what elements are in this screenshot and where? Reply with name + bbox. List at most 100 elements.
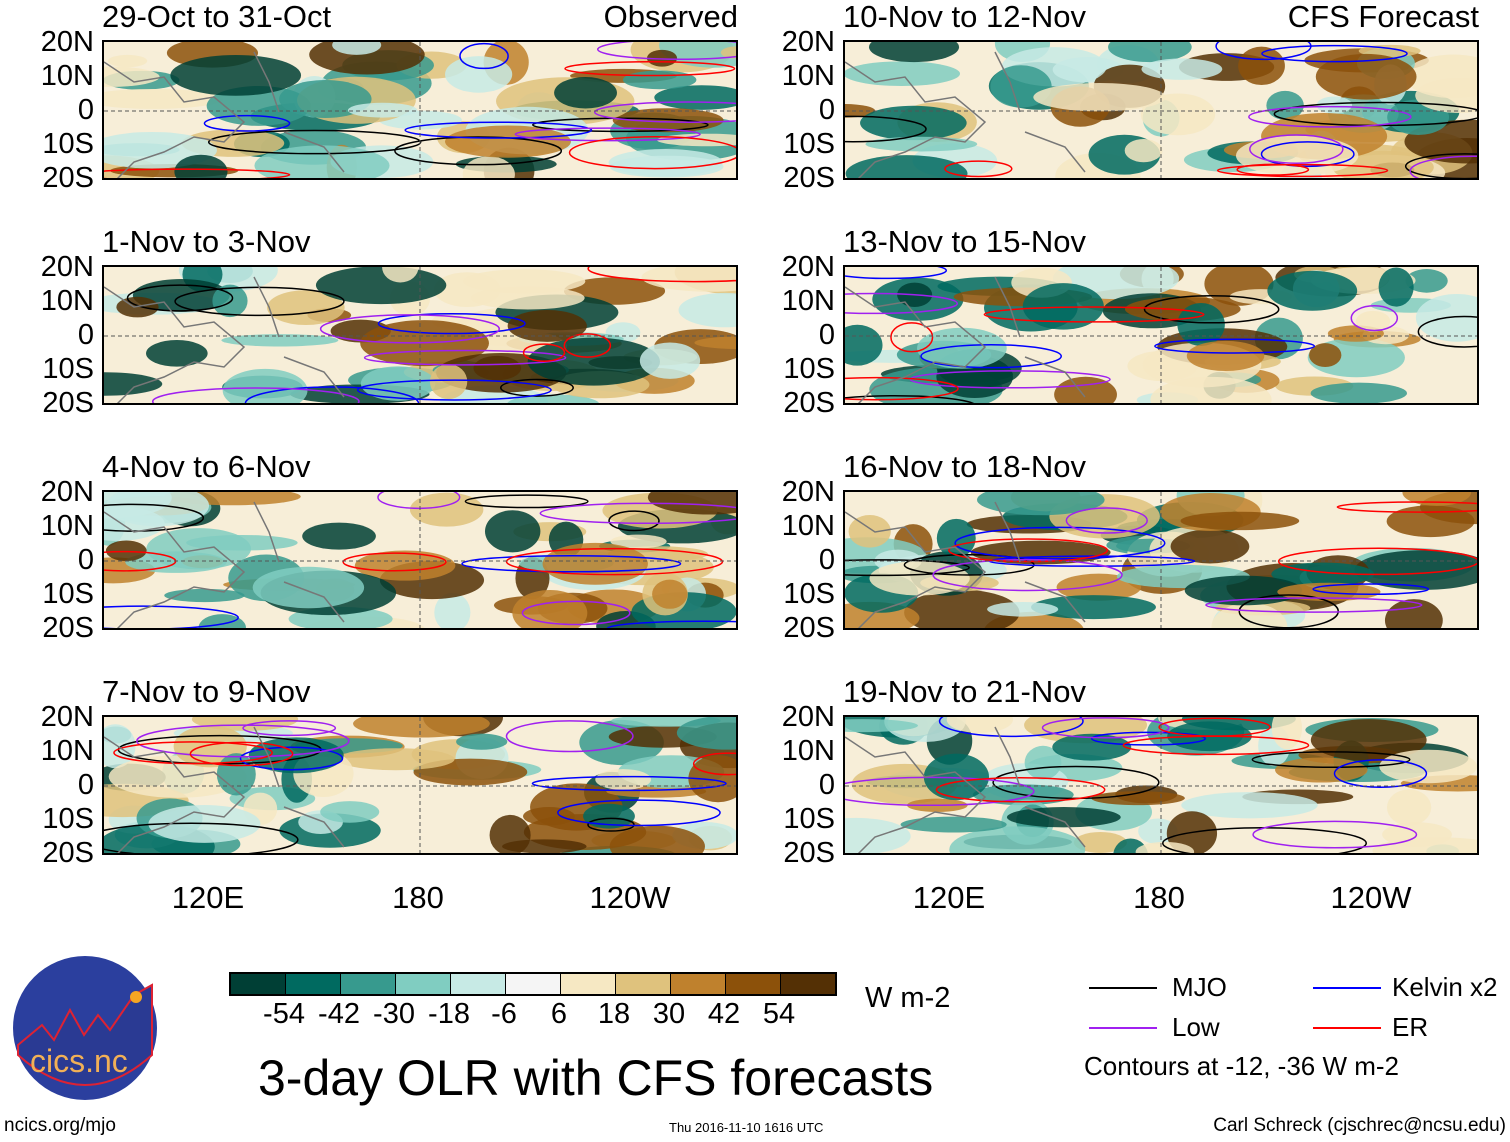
olr-anomaly-region [502, 839, 587, 853]
wave-contour [1336, 501, 1477, 513]
olr-anomaly-region [595, 769, 652, 790]
wave-contour [1251, 751, 1411, 769]
wave-contour [1158, 717, 1271, 737]
wave-contour [1065, 507, 1148, 534]
olr-anomaly-region [654, 85, 736, 110]
olr-anomaly-region [104, 88, 224, 109]
lat-label: 10N [781, 285, 835, 317]
olr-anomaly-region [170, 54, 302, 96]
legend-low-label: Low [1172, 1012, 1220, 1042]
olr-anomaly-region [1006, 807, 1121, 828]
coastline [104, 501, 345, 628]
olr-anomaly-region [1170, 529, 1250, 564]
coastline [845, 726, 1086, 853]
wave-contour [568, 136, 736, 170]
wave-contour [319, 314, 501, 344]
wave-contour [845, 267, 947, 280]
olr-anomaly-region [104, 724, 136, 769]
olr-anomaly-region [107, 54, 148, 68]
olr-map-panel [102, 715, 738, 855]
olr-map-panel [843, 715, 1479, 855]
lon-label: 120W [1330, 880, 1412, 915]
wave-contour [239, 746, 344, 771]
wave-contour [563, 333, 612, 358]
wave-contour [1236, 163, 1310, 176]
olr-map-panel [102, 40, 738, 180]
lat-label: 10N [781, 60, 835, 92]
olr-anomaly-region [1277, 582, 1381, 602]
lat-label: 20N [781, 701, 835, 733]
wave-contour [1333, 759, 1428, 789]
lat-label: 10N [40, 510, 94, 542]
olr-anomaly-region [429, 364, 468, 400]
colorbar-swatch [286, 974, 341, 994]
logo-text: cics.nc [30, 1043, 128, 1079]
olr-anomaly-region [1316, 96, 1353, 114]
lat-label: 0 [77, 769, 94, 801]
wave-contour [587, 267, 736, 283]
olr-map-panel [843, 265, 1479, 405]
lat-label: 0 [77, 544, 94, 576]
olr-anomaly-region [507, 310, 587, 342]
lat-label: 20S [783, 612, 835, 644]
wave-contour [207, 129, 422, 155]
olr-anomaly-region [845, 719, 918, 733]
wave-contour [983, 306, 1205, 323]
olr-anomaly-region [105, 540, 147, 561]
lat-label: 0 [818, 769, 835, 801]
wave-contour [1216, 163, 1389, 178]
legend-er-line [1313, 1027, 1381, 1029]
wave-contour [152, 387, 360, 403]
wave-contour [938, 717, 1084, 738]
wave-contour [845, 115, 927, 143]
olr-anomaly-region [279, 79, 372, 118]
wave-contour [1350, 305, 1399, 332]
wave-contour [606, 620, 736, 628]
olr-anomaly-region [382, 267, 419, 283]
olr-anomaly-region [1033, 83, 1166, 112]
legend-kelvin-line [1313, 987, 1381, 989]
lat-label: 0 [77, 319, 94, 351]
olr-anomaly-region [860, 105, 967, 141]
olr-anomaly-region [1056, 573, 1142, 601]
lat-label: 20N [781, 476, 835, 508]
colorbar-label: -54 [263, 998, 305, 1030]
legend-low-line [1089, 1027, 1157, 1029]
olr-anomaly-region [360, 366, 436, 401]
olr-anomaly-region [1310, 719, 1427, 761]
olr-anomaly-region [917, 327, 1007, 369]
wave-contour [1205, 597, 1423, 613]
wave-contour [514, 127, 701, 142]
olr-anomaly-region [1073, 832, 1127, 853]
wave-contour [593, 101, 736, 123]
olr-anomaly-region [146, 340, 208, 367]
olr-anomaly-region [1315, 53, 1417, 100]
lat-label: 20N [40, 701, 94, 733]
lon-label: 180 [1133, 880, 1185, 915]
olr-anomaly-region [554, 76, 617, 109]
olr-anomaly-region [104, 372, 163, 396]
wave-contour [244, 386, 420, 403]
olr-anomaly-region [527, 337, 660, 386]
olr-anomaly-region [174, 154, 228, 178]
wave-contour [932, 558, 1123, 592]
olr-anomaly-region [1358, 44, 1421, 57]
wave-contour [1041, 717, 1170, 739]
olr-anomaly-region [1386, 789, 1432, 826]
olr-anomaly-region [1384, 599, 1443, 628]
wave-contour [1154, 338, 1316, 354]
olr-anomaly-region [612, 108, 724, 133]
wave-contour [1249, 134, 1344, 164]
olr-anomaly-region [315, 267, 447, 305]
olr-anomaly-region [904, 589, 1020, 628]
wave-contour [532, 117, 709, 133]
coastline [845, 276, 1086, 403]
olr-anomaly-region [434, 592, 471, 628]
wave-contour [531, 775, 727, 792]
logo: cics.nc [12, 955, 158, 1101]
olr-anomaly-region [445, 56, 513, 93]
lat-label: 10S [783, 353, 835, 385]
lon-label: 120E [171, 880, 245, 915]
wave-contour [845, 559, 970, 577]
lat-label: 20N [781, 26, 835, 58]
